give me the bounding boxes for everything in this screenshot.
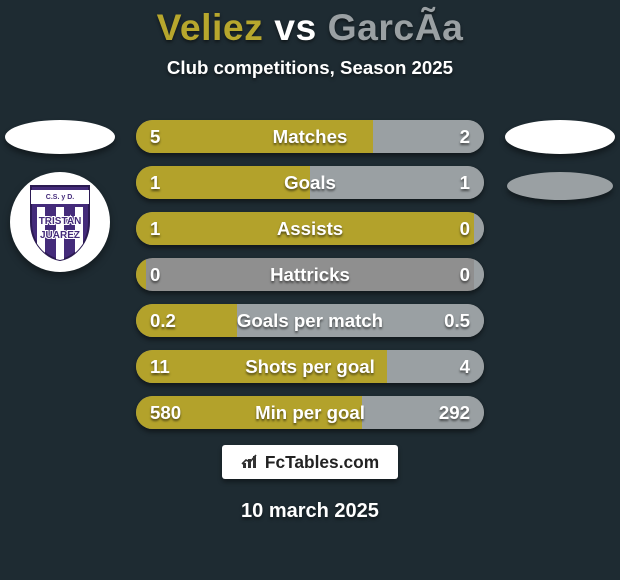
- stat-row: 10Assists: [136, 212, 484, 245]
- date-text: 10 march 2025: [0, 500, 620, 523]
- stat-label: Hattricks: [136, 258, 484, 291]
- subtitle: Club competitions, Season 2025: [0, 57, 620, 79]
- shield-bottom-text: JUAREZ: [40, 230, 80, 241]
- stat-value-left: 0: [136, 258, 174, 291]
- shield-icon: C.S. y D. TRISTAN JUAREZ: [27, 182, 93, 262]
- stat-row: 0.20.5Goals per match: [136, 304, 484, 337]
- right-column: [500, 110, 620, 200]
- left-name-plate: [5, 120, 115, 154]
- shield-mid-text: TRISTAN: [39, 216, 82, 227]
- brand-text: FcTables.com: [265, 452, 379, 473]
- stat-value-left: 1: [136, 166, 174, 199]
- stat-value-right: 4: [446, 350, 484, 383]
- stat-value-right: 292: [425, 396, 484, 429]
- stat-bars: 52Matches11Goals10Assists00Hattricks0.20…: [120, 110, 500, 429]
- title-vs: vs: [274, 6, 317, 48]
- stat-row: 52Matches: [136, 120, 484, 153]
- stat-bar-left: [136, 212, 474, 245]
- left-column: C.S. y D. TRISTAN JUAREZ: [0, 110, 120, 272]
- right-team-plate: [507, 172, 613, 200]
- left-team-badge: C.S. y D. TRISTAN JUAREZ: [10, 172, 110, 272]
- right-name-plate: [505, 120, 615, 154]
- chart-icon: [241, 454, 259, 470]
- stat-value-left: 1: [136, 212, 174, 245]
- stat-value-right: 0.5: [430, 304, 484, 337]
- columns: C.S. y D. TRISTAN JUAREZ 52Matches11Goal…: [0, 110, 620, 429]
- stat-value-right: 0: [446, 212, 484, 245]
- stat-value-left: 5: [136, 120, 174, 153]
- page-title: Veliez vs GarcÃa: [0, 0, 620, 49]
- stat-row: 0 0Hattricks: [136, 258, 484, 291]
- stat-value-right: 2: [446, 120, 484, 153]
- stat-row: 580292Min per goal: [136, 396, 484, 429]
- title-right: GarcÃa: [328, 6, 464, 48]
- stat-row: 114Shots per goal: [136, 350, 484, 383]
- stat-value-left: 580: [136, 396, 195, 429]
- stat-value-right: 1: [446, 166, 484, 199]
- title-left: Veliez: [157, 6, 264, 48]
- content: Veliez vs GarcÃa Club competitions, Seas…: [0, 0, 620, 580]
- shield-top-text: C.S. y D.: [46, 194, 74, 201]
- stat-value-left: 11: [136, 350, 184, 383]
- stat-value-right: 0: [446, 258, 484, 291]
- brand-box: FcTables.com: [222, 445, 398, 479]
- stat-value-left: 0.2: [136, 304, 190, 337]
- stat-row: 11Goals: [136, 166, 484, 199]
